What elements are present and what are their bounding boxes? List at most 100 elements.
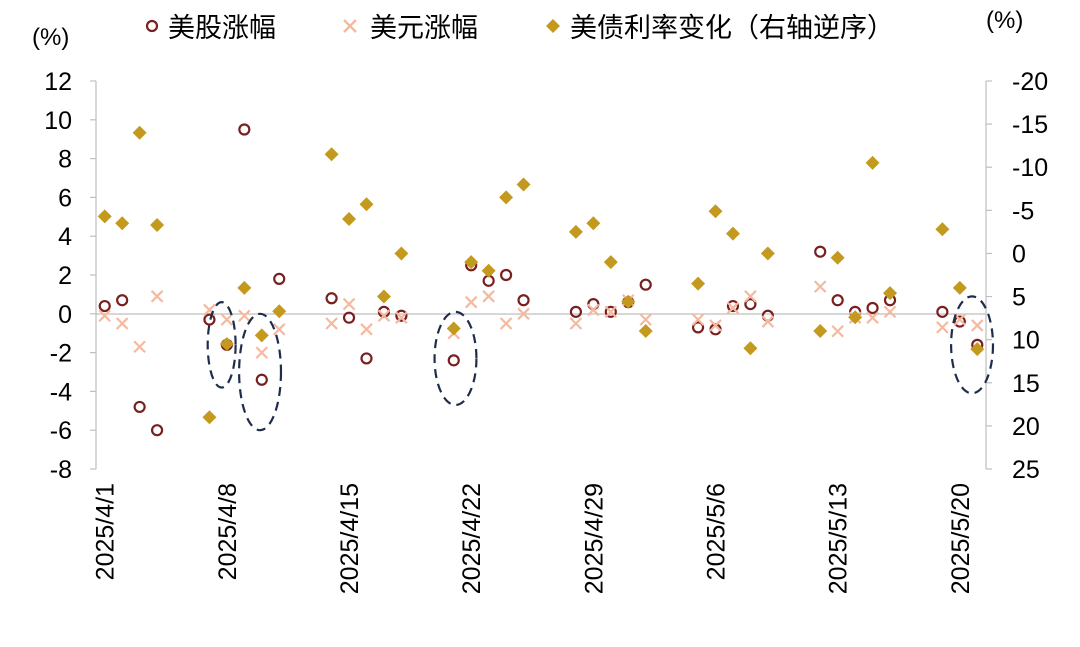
left-tick-label: -4	[50, 378, 72, 406]
us-stock-point	[255, 373, 268, 386]
left-tick-label: 12	[44, 68, 72, 96]
highlight-ellipse	[206, 301, 237, 389]
usd-point	[115, 317, 129, 330]
usd-point	[726, 301, 740, 315]
right-axis-unit: (%)	[986, 7, 1023, 34]
left-tick-label: -2	[50, 340, 72, 368]
legend-diamond-marker	[546, 19, 560, 33]
usd-point	[517, 307, 530, 321]
treasury-point	[97, 209, 112, 224]
usd-point	[482, 290, 495, 303]
treasury-point	[324, 147, 339, 162]
us-stock-point	[395, 309, 408, 322]
usd-point	[970, 319, 984, 332]
treasury-point	[446, 321, 461, 336]
right-tick-label: -5	[1012, 197, 1034, 225]
treasury-point	[481, 263, 496, 278]
us-stock-point	[691, 321, 705, 334]
x-tick-label: 2025/4/22	[458, 483, 486, 594]
left-tick-label: 8	[58, 146, 72, 174]
treasury-point	[952, 280, 967, 295]
x-tick-label: 2025/4/15	[336, 483, 364, 594]
us-stock-point	[273, 272, 286, 285]
treasury-point	[830, 250, 845, 265]
treasury-point	[115, 216, 130, 231]
usd-point	[133, 340, 146, 354]
treasury-point	[376, 289, 391, 304]
usd-point	[464, 295, 478, 309]
treasury-point	[394, 246, 409, 261]
x-axis-labels: 2025/4/1 2025/4/8 2025/4/15 2025/4/22 2025/4…	[92, 483, 975, 594]
usd-point	[360, 323, 373, 336]
treasury-point	[743, 341, 758, 356]
left-axis-unit: (%)	[32, 24, 69, 51]
treasury-point	[865, 155, 880, 170]
treasury-point	[202, 410, 217, 425]
left-axis-ticks: 12 10 8 6 4 2 0 -2 -4 -6 -8	[44, 68, 96, 484]
usd-point	[761, 315, 775, 328]
us-stock-point	[116, 294, 129, 307]
legend-item-usd: 美元涨幅	[343, 13, 478, 43]
usd-point	[744, 290, 757, 303]
annotations	[206, 295, 995, 432]
legend: 美股涨幅 美元涨幅 美债利率变化（右轴逆序）	[145, 13, 894, 43]
treasury-point	[586, 216, 601, 231]
right-tick-label: -10	[1012, 154, 1048, 182]
treasury-point	[342, 211, 357, 226]
treasury-point	[935, 222, 950, 237]
us-stock-point	[238, 123, 251, 136]
legend-x-marker	[343, 19, 357, 33]
usd-point	[377, 309, 391, 323]
usd-point	[499, 317, 513, 330]
x-tick-label: 2025/4/1	[92, 483, 120, 580]
right-tick-label: 5	[1012, 284, 1026, 312]
usd-point	[272, 323, 286, 336]
us-stock-point	[447, 354, 460, 367]
usd-point	[604, 305, 618, 319]
highlight-ellipse	[433, 310, 478, 407]
treasury-point	[603, 255, 618, 270]
right-tick-label: 25	[1012, 456, 1040, 484]
left-tick-label: 0	[58, 301, 72, 329]
treasury-point	[516, 177, 531, 192]
treasury-point	[970, 342, 985, 357]
treasury-point	[848, 310, 863, 325]
treasury-point	[254, 328, 269, 343]
us-stock-point	[639, 278, 652, 291]
us-stock-point	[325, 292, 338, 305]
us-stock-point	[517, 294, 530, 307]
right-tick-label: 10	[1012, 327, 1040, 355]
usd-point	[813, 280, 827, 293]
usd-point	[395, 311, 408, 324]
right-tick-label: 20	[1012, 413, 1040, 441]
treasury-point	[464, 255, 479, 270]
left-tick-label: 6	[58, 184, 72, 212]
usd-point	[936, 321, 949, 334]
treasury-point	[272, 304, 287, 319]
usd-point	[831, 324, 844, 338]
treasury-point	[760, 246, 775, 261]
treasury-point	[708, 204, 723, 219]
treasury-point	[219, 336, 234, 351]
treasury-point	[237, 280, 252, 295]
legend-item-us-stocks: 美股涨幅	[145, 13, 276, 43]
x-tick-label: 2025/4/8	[214, 483, 242, 580]
us-stock-point	[744, 298, 757, 311]
data-points	[97, 123, 985, 437]
treasury-point	[359, 197, 374, 212]
usd-point	[709, 319, 722, 332]
right-axis-ticks: -20 -15 -10 -5 0 5 10 15 20 25	[986, 68, 1048, 484]
usd-point	[325, 317, 338, 330]
usd-point	[587, 303, 600, 317]
usd-point	[98, 309, 112, 323]
us-stock-point	[866, 301, 879, 315]
right-tick-label: 15	[1012, 370, 1040, 398]
usd-point	[220, 313, 234, 326]
usd-point	[255, 346, 269, 359]
x-tick-label: 2025/5/13	[825, 483, 853, 594]
treasury-point	[568, 224, 583, 239]
treasury-point	[725, 226, 740, 241]
usd-point	[150, 290, 164, 303]
treasury-point	[132, 125, 147, 140]
